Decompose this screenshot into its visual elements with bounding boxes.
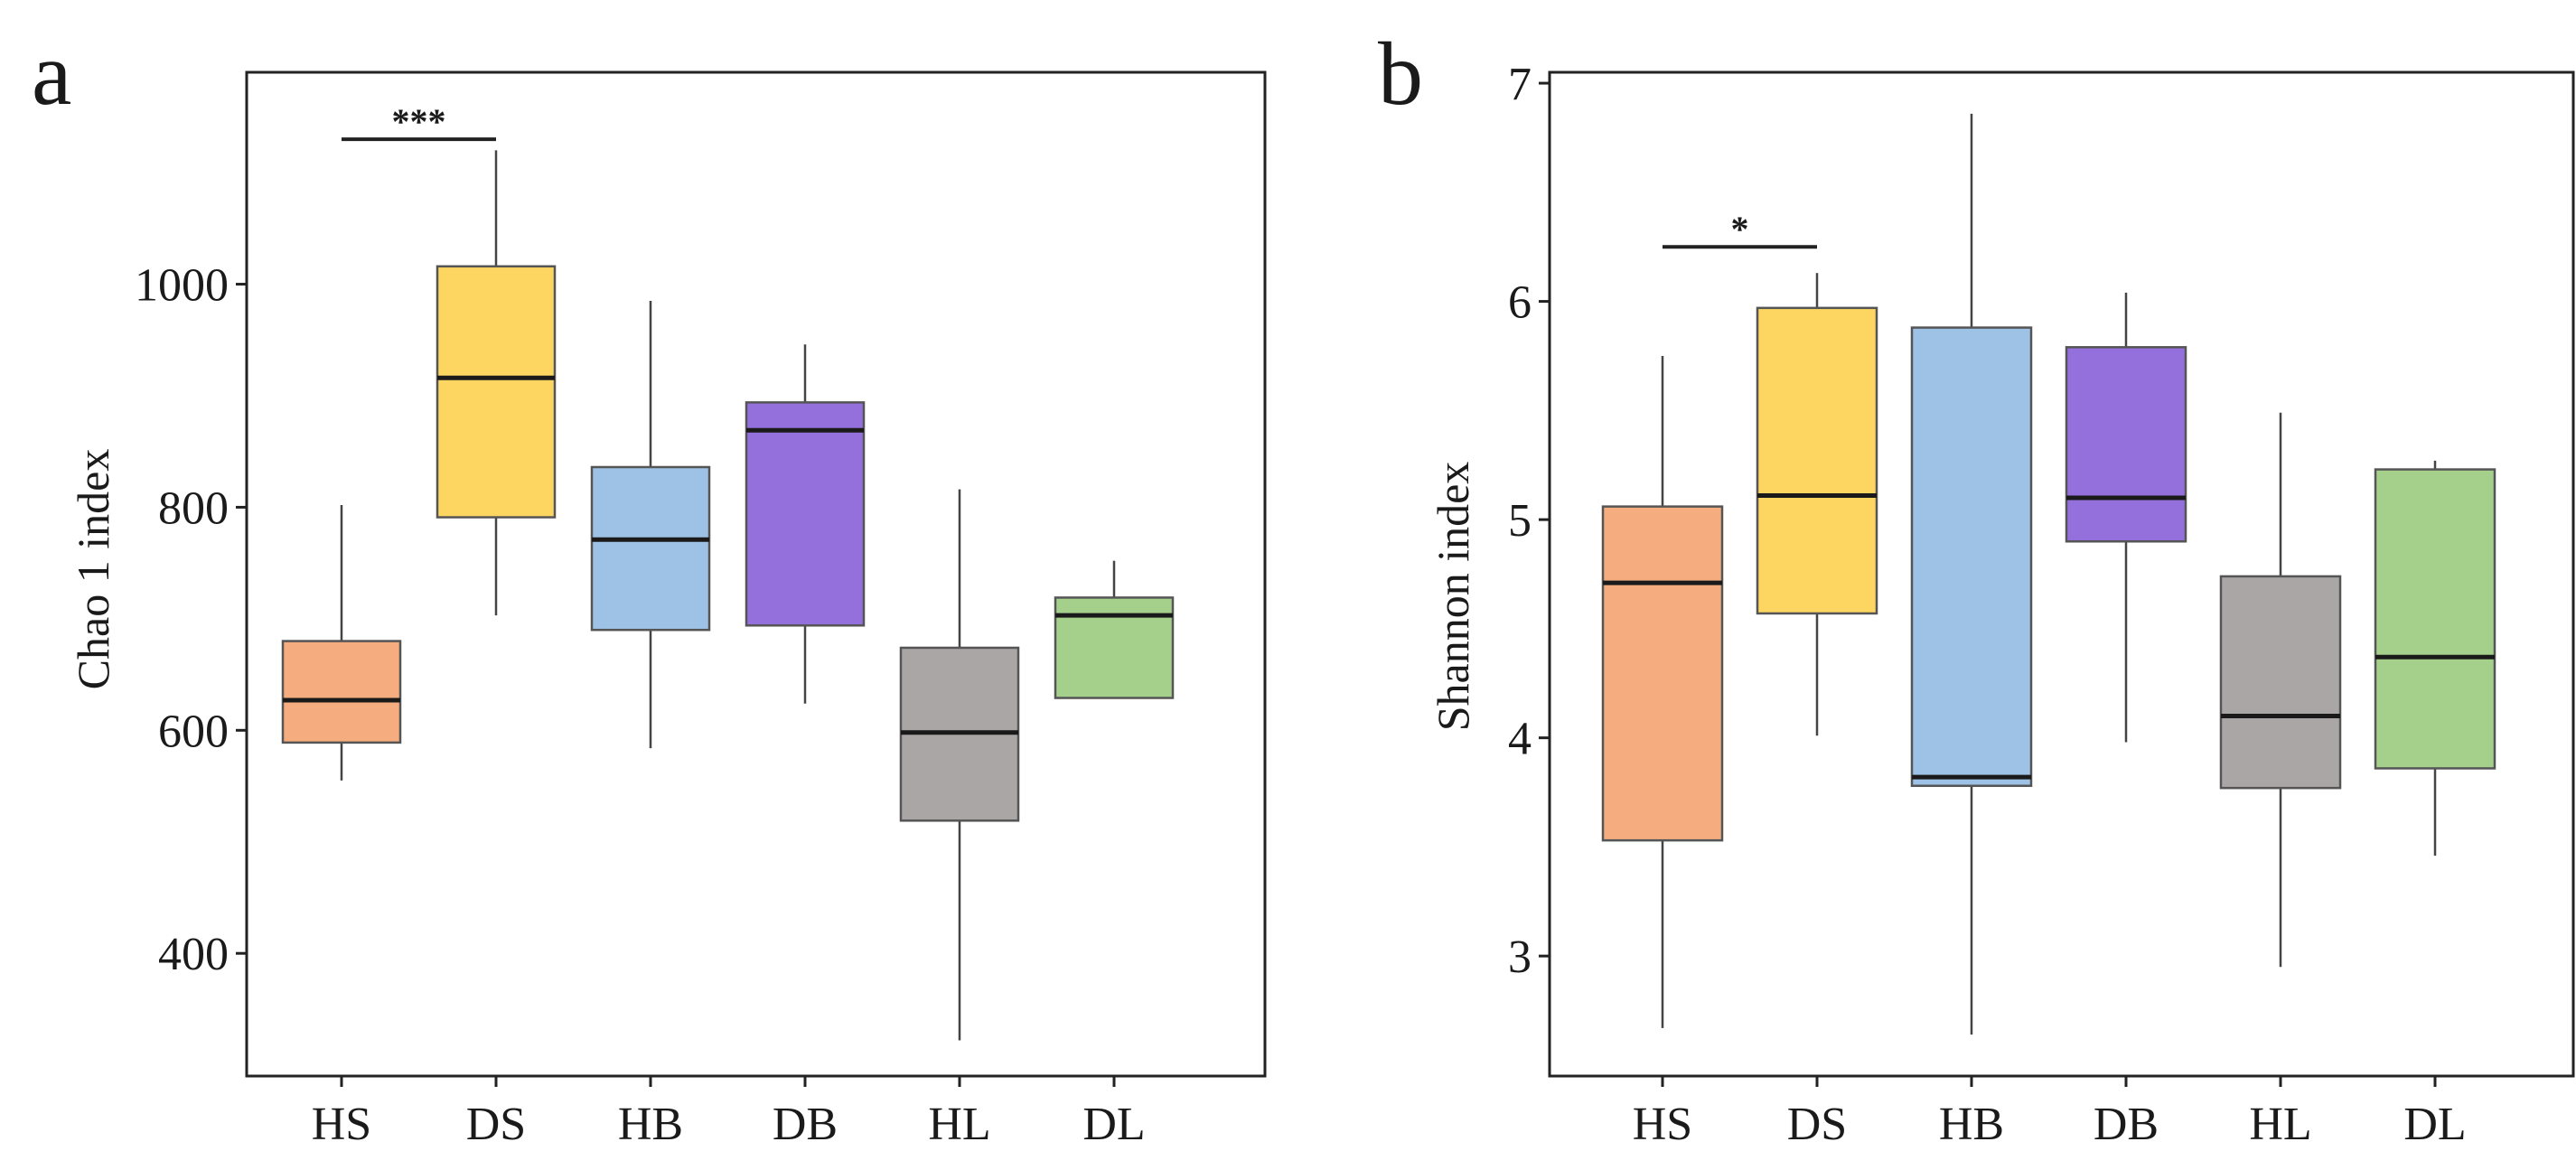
- panel-b-y-axis-title: Shannon index: [1428, 462, 1478, 732]
- panel-b-letter: b: [1378, 23, 1423, 124]
- box-hb: [590, 465, 711, 632]
- panel-b-x-label-dl: DL: [2403, 1099, 2466, 1150]
- box-hs: [281, 640, 402, 744]
- panel-a-x-label-ds: DS: [466, 1099, 526, 1150]
- box-hl: [2219, 575, 2342, 790]
- panel-a-y-tick-label: 400: [158, 929, 229, 980]
- panel-b-y-tick-label: 5: [1508, 495, 1532, 547]
- panel-b-x-label-ds: DS: [1787, 1099, 1847, 1150]
- panel-b-x-label-hl: HL: [2249, 1099, 2311, 1150]
- panel-a-x-label-hb: HB: [618, 1099, 683, 1150]
- panel-b-frame: [1548, 70, 2575, 1078]
- box-dl: [1054, 596, 1175, 699]
- panel-shannon: b Shannon index 3 4 5 6 7 HS DS HB DB HL DL *: [1378, 23, 2575, 1150]
- box-ds: [1756, 306, 1878, 615]
- panel-a-x-label-db: DB: [773, 1099, 838, 1150]
- panel-a-y-axis-title: Chao 1 index: [68, 449, 118, 690]
- box-db: [2065, 346, 2187, 543]
- panel-chao1: a Chao 1 index 400 600 800 1000 HS DS HB DB HL DL…: [32, 23, 1267, 1150]
- panel-b-x-label-hs: HS: [1633, 1099, 1692, 1150]
- panel-a-frame: [245, 70, 1267, 1078]
- panel-b-y-tick-label: 6: [1508, 277, 1532, 329]
- panel-b-y-tick-label: 4: [1508, 714, 1532, 765]
- panel-b-marks: 3 4 5 6 7 HS DS HB DB HL DL *: [1508, 59, 2575, 1150]
- box-ds: [436, 265, 557, 519]
- box-hb: [1910, 326, 2033, 788]
- panel-a-x-label-hs: HS: [312, 1099, 371, 1150]
- panel-a-y-tick-label: 1000: [135, 260, 229, 312]
- box-db: [745, 401, 866, 627]
- panel-a-significance-label: ***: [392, 101, 446, 142]
- box-dl: [2374, 468, 2496, 770]
- panel-b-significance-label: *: [1731, 209, 1749, 249]
- box-hs: [1601, 505, 1724, 842]
- panel-b-x-label-db: DB: [2094, 1099, 2159, 1150]
- panel-a-marks: 400 600 800 1000 HS DS HB DB HL DL ***: [135, 70, 1267, 1150]
- panel-b-y-tick-label: 3: [1508, 931, 1532, 983]
- panel-a-letter: a: [32, 23, 71, 124]
- panel-b-y-tick-label: 7: [1508, 59, 1532, 110]
- panel-b-x-label-hb: HB: [1939, 1099, 2004, 1150]
- panel-a-y-tick-label: 600: [158, 706, 229, 757]
- panel-a-x-label-dl: DL: [1082, 1099, 1145, 1150]
- panel-a-x-label-hl: HL: [928, 1099, 990, 1150]
- panel-a-y-tick-label: 800: [158, 482, 229, 534]
